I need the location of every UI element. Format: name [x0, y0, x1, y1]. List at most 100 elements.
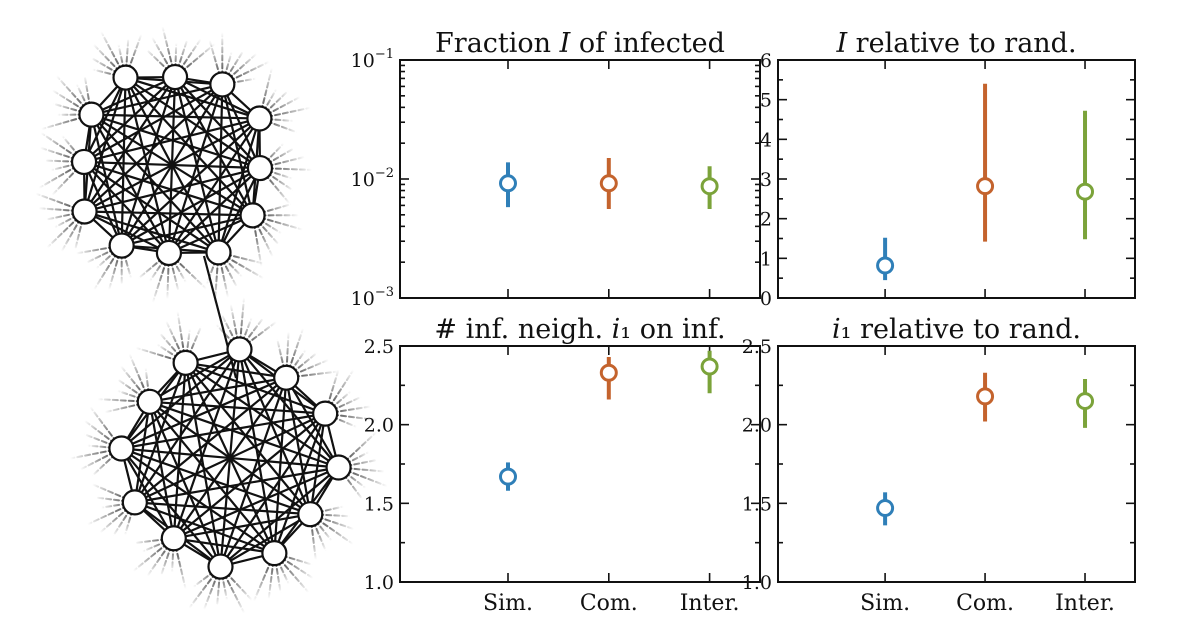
x-tick-label: Com.	[580, 591, 638, 616]
external-edge-stub	[73, 210, 86, 252]
network-edge	[90, 113, 262, 170]
network-node	[226, 336, 253, 363]
y-tick-label: 2.0	[364, 415, 394, 437]
network-edge	[120, 166, 262, 247]
external-edge-stub	[89, 56, 127, 79]
network-edge	[148, 348, 241, 403]
y-tick-base: 10	[351, 169, 375, 191]
data-point	[700, 177, 719, 196]
network-node	[261, 540, 288, 567]
network-edge	[83, 210, 171, 255]
external-edge-stub	[258, 89, 290, 120]
network-edge	[82, 160, 254, 217]
external-edge-stub	[258, 147, 296, 170]
network-node	[70, 148, 98, 176]
external-edge-stub	[44, 210, 86, 221]
network-node	[312, 400, 339, 427]
network-edge	[90, 113, 220, 254]
network-edge	[285, 376, 340, 469]
external-edge-stub	[91, 447, 123, 477]
network-edge	[120, 117, 261, 247]
network-edge	[82, 83, 224, 164]
data-point	[976, 387, 995, 406]
network-edge	[217, 83, 224, 254]
y-tick-exponent: −2	[375, 166, 394, 181]
network-node	[112, 64, 139, 91]
data-point	[599, 174, 618, 193]
network-edge	[219, 466, 340, 568]
network-node	[172, 349, 199, 376]
external-edge-stub	[217, 251, 239, 289]
external-edge-stub	[83, 433, 123, 450]
x-tick-label: Inter.	[1055, 591, 1115, 616]
y-tick-label: 6	[760, 50, 772, 72]
y-tick-label: 10−3	[351, 285, 394, 310]
data-point	[876, 499, 895, 518]
x-tick-label: Inter.	[680, 591, 740, 616]
network-edge	[309, 412, 327, 516]
network-node	[246, 154, 274, 182]
external-edge-stub	[112, 501, 136, 537]
network-edge	[90, 75, 177, 116]
network-edge	[167, 214, 254, 255]
network-edge	[219, 513, 312, 568]
panel-title: 𝑖₁ relative to rand.	[832, 314, 1081, 345]
chart-panel-bottom-left: # inf. neigh. 𝑖₁ on inf. 2.5 2.0 1.5 1.0 Sim.…	[364, 314, 761, 616]
network-node	[155, 239, 183, 267]
network-node	[160, 525, 187, 552]
y-tick-label: 1	[760, 248, 772, 270]
network-node	[209, 71, 236, 98]
external-edge-stub	[124, 36, 130, 79]
x-tick-label: Sim.	[860, 591, 910, 616]
network-edge	[184, 361, 312, 516]
external-edge-stub	[133, 537, 175, 545]
network-node	[136, 388, 163, 415]
external-edge-stub	[221, 49, 245, 86]
data-point	[599, 363, 618, 382]
y-tick-label: 2.5	[742, 336, 772, 358]
network-edge	[238, 348, 276, 555]
network-edge	[184, 361, 222, 568]
data-point	[700, 357, 719, 376]
data-point	[1076, 182, 1095, 201]
network-node	[108, 435, 135, 462]
data-point	[499, 174, 517, 193]
external-edge-stub	[51, 102, 93, 116]
chart-panel-bottom-right: 𝑖₁ relative to rand. 2.5 2.0 1.5 1.0 Sim. Com.…	[742, 314, 1136, 616]
y-tick-exponent: −3	[375, 285, 394, 300]
external-edge-stub	[273, 552, 314, 566]
network-diagram	[34, 25, 389, 614]
network-edge	[148, 400, 175, 540]
network-edge	[82, 160, 123, 247]
external-edge-stub	[115, 377, 151, 403]
network-edge	[83, 83, 224, 213]
y-tick-label: 0	[760, 288, 772, 310]
data-point	[499, 467, 517, 486]
network-edge	[120, 75, 177, 247]
network-edge	[184, 361, 340, 469]
network-node	[108, 232, 135, 259]
network-edge	[90, 113, 171, 255]
network-edge	[133, 348, 241, 504]
y-tick-exponent: −1	[375, 47, 394, 62]
external-edge-stub	[238, 316, 265, 351]
network-node	[78, 101, 105, 128]
y-tick-label: 2	[760, 209, 772, 231]
external-edge-stub	[337, 466, 364, 501]
network-node	[325, 454, 352, 481]
external-edge-stub	[174, 38, 189, 79]
network-edge	[172, 361, 187, 540]
network-edge	[120, 412, 327, 450]
y-tick-base: 10	[351, 288, 375, 310]
network-edge	[221, 83, 262, 170]
network-edge	[273, 376, 288, 555]
external-edge-stub	[159, 537, 175, 578]
network-node	[297, 501, 324, 528]
external-edge-stub	[158, 331, 187, 364]
y-tick-label: 1.0	[742, 572, 772, 594]
external-edge-stub	[324, 395, 363, 415]
external-edge-stub	[137, 251, 170, 280]
external-edge-stub	[84, 244, 123, 265]
network-edge	[120, 447, 175, 540]
